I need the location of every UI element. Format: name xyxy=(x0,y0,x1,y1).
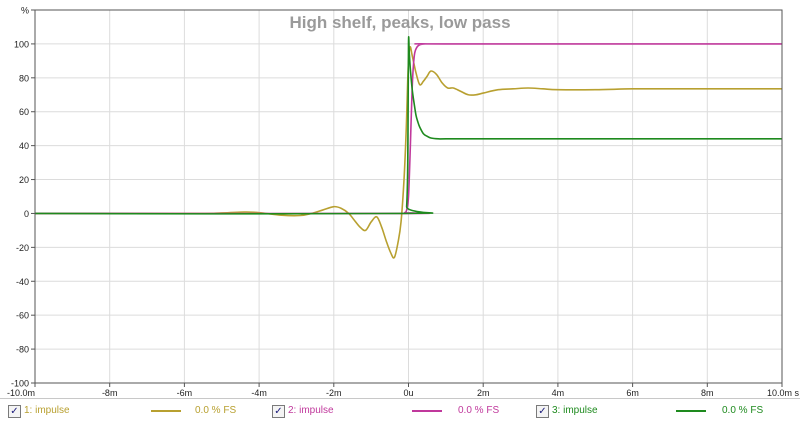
x-tick-label: -8m xyxy=(102,388,118,398)
series-2-swatch xyxy=(412,410,442,412)
x-axis: -10.0m -8m -6m -4m -2m 0u 2m 4m 6m 8m 10.0m s xyxy=(7,383,799,398)
series-3-line xyxy=(34,36,782,215)
y-axis: % 100 80 60 40 20 0 -20 -40 -60 -80 -100 xyxy=(11,6,35,389)
series-3-value: 0.0 % FS xyxy=(722,405,764,416)
chart-background xyxy=(0,0,800,398)
series-3-checkbox[interactable]: ✓ xyxy=(536,405,549,418)
x-tick-label: -2m xyxy=(326,388,342,398)
series-2-checkbox[interactable]: ✓ xyxy=(272,405,285,418)
y-tick-label: 80 xyxy=(19,73,29,83)
chart-title: High shelf, peaks, low pass xyxy=(289,13,510,32)
x-tick-label: 2m xyxy=(477,388,490,398)
x-tick-label: 6m xyxy=(626,388,639,398)
x-tick-label: -4m xyxy=(251,388,267,398)
y-tick-label: -60 xyxy=(16,311,29,321)
x-tick-label: 10.0m s xyxy=(767,388,800,398)
y-tick-label: % xyxy=(21,6,29,16)
series-1-checkbox[interactable]: ✓ xyxy=(8,405,21,418)
legend: ✓ 1: impulse 0.0 % FS ✓ 2: impulse 0.0 %… xyxy=(0,398,800,425)
y-tick-label: -40 xyxy=(16,277,29,287)
y-tick-label: 0 xyxy=(24,209,29,219)
y-tick-label: 20 xyxy=(19,175,29,185)
series-3-swatch xyxy=(676,410,706,412)
x-tick-label: -10.0m xyxy=(7,388,35,398)
y-tick-label: -100 xyxy=(11,379,29,389)
x-tick-label: 8m xyxy=(701,388,714,398)
y-tick-label: 100 xyxy=(14,39,29,49)
series-2-value: 0.0 % FS xyxy=(458,405,500,416)
y-tick-label: 40 xyxy=(19,141,29,151)
series-2-name: 2: impulse xyxy=(288,405,334,416)
x-tick-label: 4m xyxy=(552,388,565,398)
y-tick-label: -20 xyxy=(16,243,29,253)
x-tick-label: -6m xyxy=(177,388,193,398)
series-group xyxy=(34,36,782,259)
x-tick-label: 0u xyxy=(403,388,413,398)
y-tick-label: 60 xyxy=(19,107,29,117)
series-1-swatch xyxy=(151,410,181,412)
series-3-name: 3: impulse xyxy=(552,405,598,416)
y-tick-label: -80 xyxy=(16,345,29,355)
series-1-name: 1: impulse xyxy=(24,405,70,416)
series-1-value: 0.0 % FS xyxy=(195,405,237,416)
